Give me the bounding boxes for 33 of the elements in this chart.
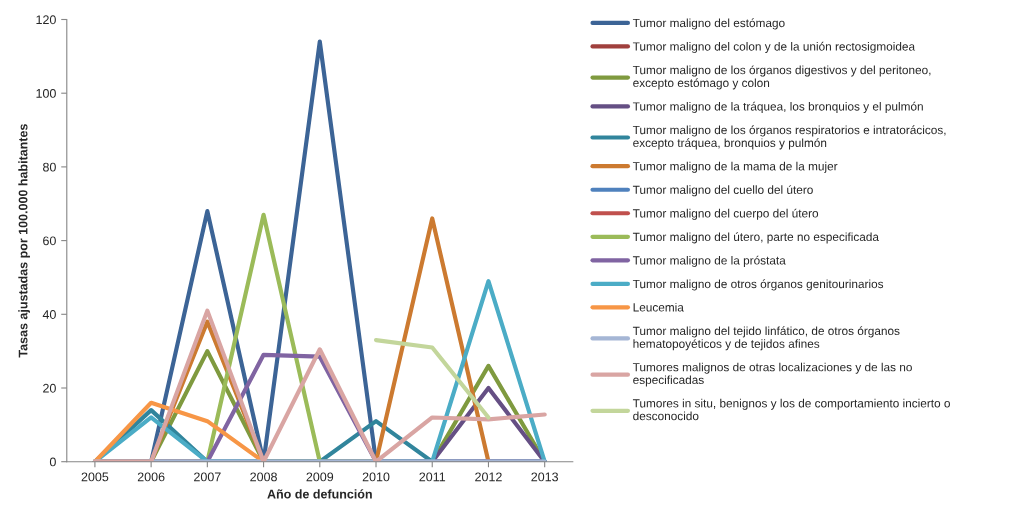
y-tick-label: 40 [42,310,56,319]
x-tick-label: 2012 [475,472,502,482]
legend-label: Tumor maligno del útero, parte no especificada [632,232,879,244]
legend-label: Tumor maligno del estómago [632,18,785,30]
legend-label: Tumor maligno del cuerpo del útero [632,208,819,220]
y-tick-label: 80 [43,162,56,172]
y-tick-label: 100 [36,89,56,98]
y-tick-label: 20 [43,383,56,393]
legend-label: Tumor maligno del cuello del útero [632,185,813,197]
y-axis-title: Tasas ajustadas por 100.000 habitantes [18,124,30,358]
legend-label: Tumor maligno de la tráquea, los bronquios y el pulmón [632,101,923,113]
x-tick-label: 2008 [250,472,277,482]
y-tick-label: 60 [43,236,56,246]
y-tick-label: 120 [36,15,56,25]
legend-label: Tumor maligno del colon y de la unión rectosigmoidea [632,41,916,53]
legend-label: Tumores malignos de otras localizaciones y de las no especificadas [632,362,912,387]
legend-label: Tumor maligno de la próstata [632,255,786,267]
legend-label: Tumor maligno de otros órganos genitourinarios [632,279,884,291]
legend-label: Tumor maligno de los órganos respiratorios e intratorácicos, excepto tráquea, bronquios y pulmón [632,125,946,150]
legend-label: Tumores in situ, benignos y los de comportamiento incierto o desconocido [632,398,950,421]
legend-label: Leucemia [633,302,684,312]
x-tick-label: 2009 [306,472,334,482]
x-tick-label: 2005 [81,472,109,482]
x-tick-label: 2006 [137,472,165,482]
legend-label: Tumor maligno de la mama de la mujer [632,161,838,173]
y-tick-label: 0 [49,457,56,467]
x-tick-label: 2013 [531,472,559,482]
x-tick-label: 2007 [194,472,221,482]
x-tick-label: 2011 [419,472,446,482]
x-tick-label: 2010 [362,472,390,482]
legend-label: Tumor maligno del tejido linfático, de otros órganos hematopoyéticos y de tejidos afines [632,326,900,351]
x-axis-title: Año de defunción [267,489,372,499]
legend-label: Tumor maligno de los órganos digestivos y del peritoneo, excepto estómago y colon [632,65,931,90]
